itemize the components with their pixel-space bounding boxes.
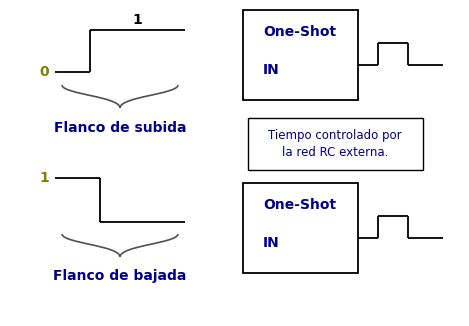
Text: Tiempo controlado por: Tiempo controlado por [268,128,402,141]
Text: Flanco de bajada: Flanco de bajada [53,269,187,283]
Text: 0: 0 [39,65,49,79]
Text: IN: IN [263,63,280,77]
Bar [243,10,358,100]
Text: One-Shot: One-Shot [264,25,337,39]
Text: 1: 1 [132,13,142,27]
Bar [243,183,358,273]
Text: Flanco de subida: Flanco de subida [54,121,186,135]
Text: One-Shot: One-Shot [264,198,337,212]
Text: IN: IN [263,236,280,250]
Text: la red RC externa.: la red RC externa. [282,146,388,159]
Text: 1: 1 [39,171,49,185]
Bar [248,118,423,170]
